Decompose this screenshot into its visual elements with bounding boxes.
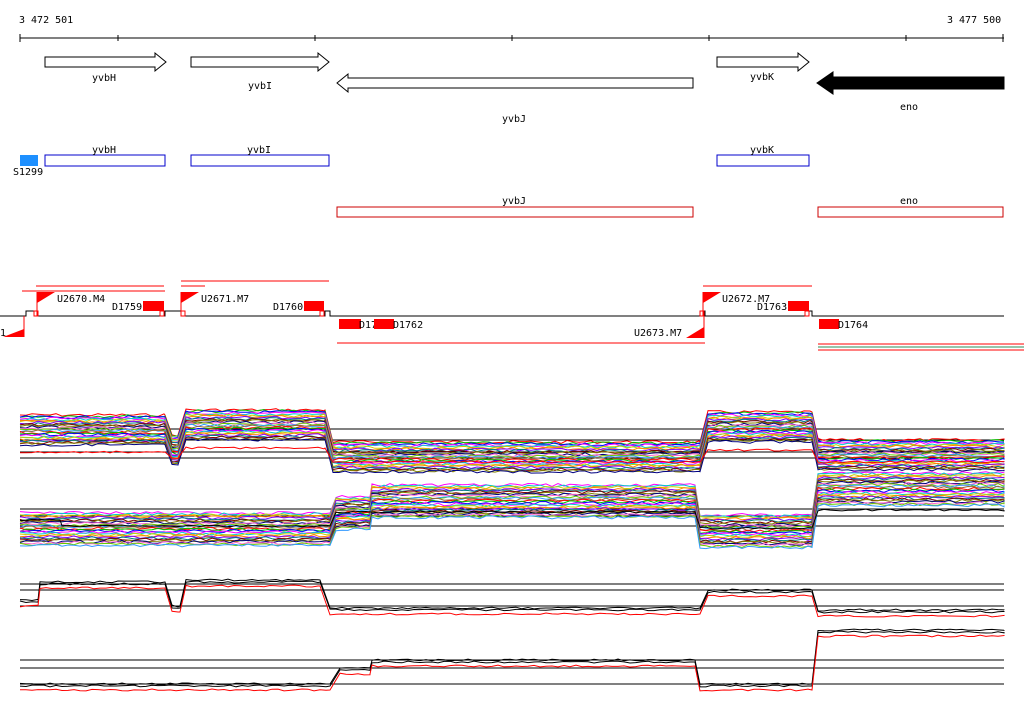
terminator-marker[interactable] [339, 319, 361, 329]
profile-line [19, 480, 1005, 527]
site-box [159, 310, 165, 317]
feature-label: yvbH [92, 145, 116, 156]
gene-arrow-track: yvbH yvbI yvbJ yvbK eno [44, 51, 1005, 125]
profile-line [19, 446, 1005, 464]
gene-arrow-eno[interactable]: eno [816, 71, 1005, 113]
upstream-label: U2673.M7 [634, 328, 682, 339]
promoter-flag-icon [3, 329, 24, 337]
feature-track-reverse: yvbJ eno [336, 196, 1004, 218]
coordinate-ruler: 3 472 501 3 477 500 [19, 15, 1004, 42]
upstream-label: U2672.M7 [722, 294, 770, 305]
profile-line [19, 503, 1005, 550]
downstream-label: D1764 [838, 320, 868, 331]
profile-line [19, 476, 1005, 522]
expression-panel-forward-multi [19, 408, 1005, 474]
ruler-end-label: 3 477 500 [947, 15, 1001, 26]
gene-label: yvbI [248, 81, 272, 92]
profile-line [19, 488, 1005, 535]
terminator-marker[interactable] [788, 301, 809, 311]
profile-line [19, 437, 1005, 474]
expression-panel-reverse-multi [19, 471, 1005, 550]
site-box [699, 310, 705, 317]
gene-arrow-yvbK[interactable]: yvbK [716, 51, 810, 83]
terminator-marker[interactable] [819, 319, 839, 329]
profile-line [19, 500, 1005, 547]
terminator-marker[interactable] [304, 301, 324, 311]
promoter-flag-icon [181, 292, 199, 303]
profile-line [19, 630, 1005, 688]
site-box [804, 310, 810, 317]
feature-box-eno[interactable] [817, 206, 1004, 218]
profile-line [19, 508, 1005, 530]
site-box [33, 310, 39, 317]
profile-line [19, 628, 1005, 686]
profile-line [19, 471, 1005, 517]
gene-label: eno [900, 102, 918, 113]
feature-label: yvbI [247, 145, 271, 156]
gene-arrow-yvbJ[interactable]: yvbJ [336, 72, 694, 125]
gene-label: yvbJ [502, 114, 526, 125]
profile-line [19, 578, 1005, 612]
promoter-flag-icon [703, 292, 721, 303]
expression-panel-reverse-summary [19, 628, 1005, 692]
profile-line [19, 584, 1005, 618]
downstream-label: D1762 [393, 320, 423, 331]
feature-box-yvbH[interactable] [44, 154, 166, 167]
profile-line [19, 481, 1005, 528]
terminator-marker[interactable] [374, 319, 394, 329]
feature-label: yvbK [750, 145, 774, 156]
promoter-flag-icon [37, 292, 55, 303]
profile-line [20, 634, 1005, 692]
profile-line [19, 493, 1005, 540]
transcription-track: 1 U2670.M4 D1759 U2671.M7 D1760 D17 D176… [0, 280, 1024, 351]
feature-box-yvbJ[interactable] [336, 206, 694, 218]
upstream-label: U2670.M4 [57, 294, 105, 305]
profile-line [19, 474, 1005, 521]
feature-box-yvbK[interactable] [716, 154, 810, 167]
downstream-label: D1760 [273, 302, 303, 313]
feature-box-yvbI[interactable] [190, 154, 330, 167]
upstream-label: U2671.M7 [201, 294, 249, 305]
feature-track-forward: S1299 yvbH yvbI yvbK [13, 145, 810, 178]
feature-label: eno [900, 196, 918, 207]
downstream-label: D1759 [112, 302, 142, 313]
feature-label-s1299: S1299 [13, 167, 43, 178]
gene-arrow-yvbI[interactable]: yvbI [190, 51, 330, 92]
gene-arrow-yvbH[interactable]: yvbH [44, 51, 167, 84]
profile-line [19, 487, 1005, 534]
site-box [180, 310, 186, 317]
transcript-baseline [0, 310, 1004, 317]
profile-line [19, 486, 1005, 533]
site-box [319, 310, 325, 317]
promoter-flag-icon [686, 327, 704, 338]
gene-label: yvbH [92, 73, 116, 84]
feature-box-s1299[interactable] [20, 155, 38, 166]
ruler-start-label: 3 472 501 [19, 15, 73, 26]
downstream-label: D17 [359, 320, 377, 331]
left-edge-label: 1 [0, 328, 6, 339]
expression-panel-forward-summary [19, 578, 1005, 618]
downstream-label: D1763 [757, 302, 787, 313]
profile-line [19, 580, 1005, 614]
feature-label: yvbJ [502, 196, 526, 207]
terminator-marker[interactable] [143, 301, 164, 311]
gene-label: yvbK [750, 72, 774, 83]
profile-line [19, 496, 1005, 543]
